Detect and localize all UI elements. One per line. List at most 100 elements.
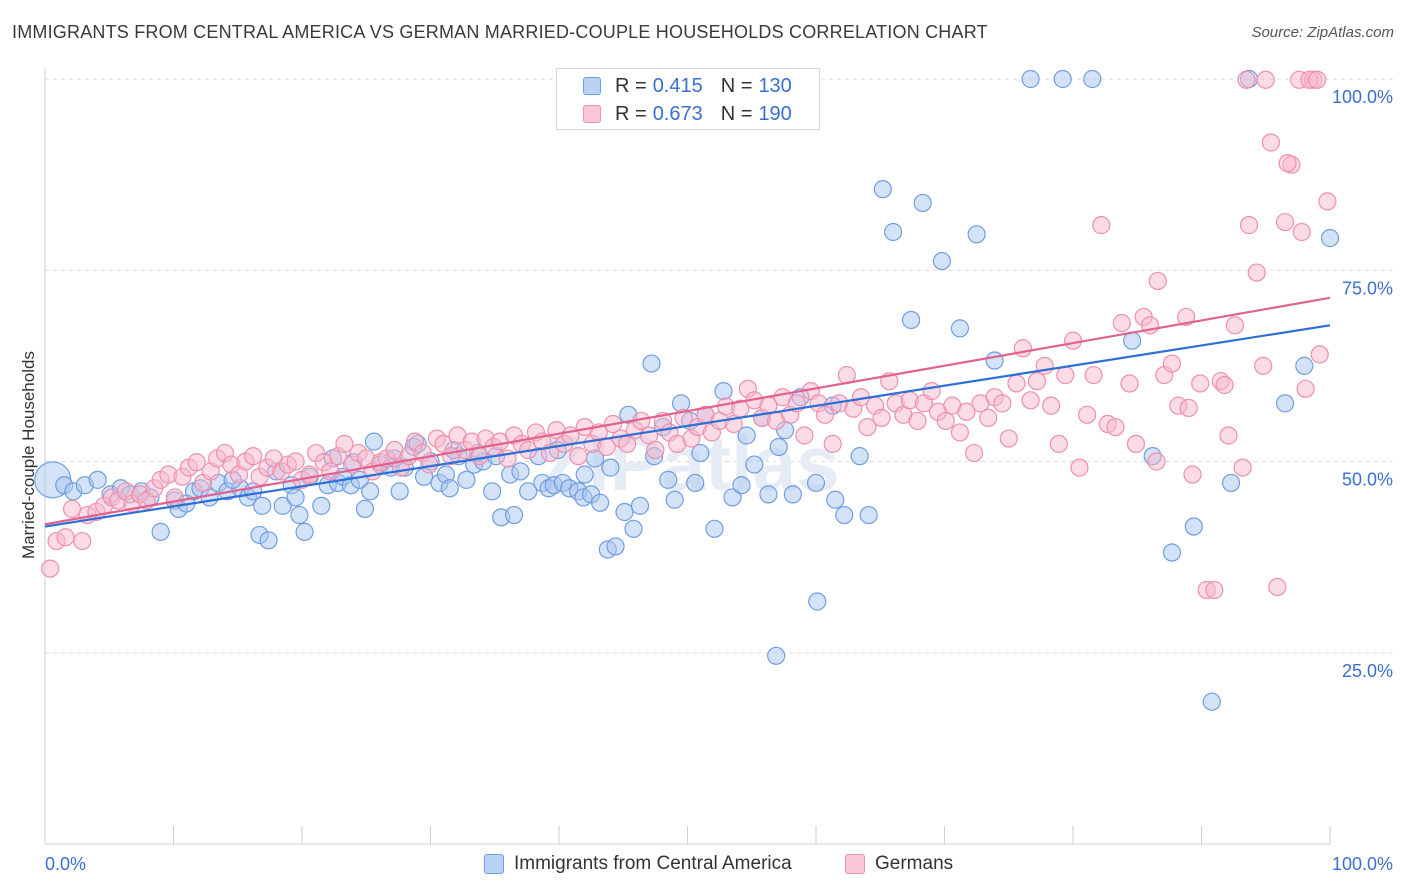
- pink-point-156: [1148, 271, 1167, 291]
- trend-lines: [44, 296, 1331, 528]
- pink-point-135: [999, 429, 1018, 448]
- blue-point-47: [440, 479, 459, 498]
- pink-point-128: [950, 423, 970, 442]
- grid-lines: [45, 78, 1395, 654]
- pink-point-134: [993, 394, 1012, 413]
- pink-point-106: [795, 426, 814, 445]
- pink-point-129: [957, 402, 976, 421]
- blue-point-122: [767, 646, 786, 665]
- pink-point-143: [1056, 365, 1075, 385]
- pink-point-3: [62, 499, 82, 519]
- legend-swatch-pink: [583, 105, 601, 123]
- pink-point-148: [1092, 216, 1111, 235]
- y-tick-label-2: 75.0%: [1342, 278, 1393, 298]
- blue-point-102: [883, 222, 903, 242]
- blue-point-87: [732, 476, 751, 495]
- pink-point-4: [73, 531, 92, 551]
- y-tick-labels: 25.0% 50.0% 75.0% 100.0%: [1332, 87, 1393, 681]
- pink-point-171: [1254, 356, 1273, 375]
- legend-row-pink: R = 0.673 N = 190: [583, 101, 792, 127]
- blue-point-120: [1295, 356, 1314, 375]
- pink-point-166: [1219, 426, 1238, 445]
- pink-point-147: [1084, 365, 1103, 385]
- blue-point-119: [1275, 394, 1295, 413]
- x-tick-labels: 0.0% 100.0%: [45, 854, 1393, 874]
- pink-point-182: [1292, 222, 1311, 242]
- pink-points: [41, 70, 1337, 600]
- blue-point-82: [691, 443, 710, 463]
- legend-n-label: N =: [720, 74, 753, 97]
- pink-point-177: [1296, 379, 1315, 398]
- blue-point-75: [642, 354, 661, 373]
- pink-point-124: [922, 382, 941, 401]
- chart-title: IMMIGRANTS FROM CENTRAL AMERICA VS GERMA…: [12, 22, 988, 42]
- pink-point-187: [1215, 375, 1234, 395]
- blue-point-57: [519, 482, 538, 501]
- pink-point-162: [1191, 374, 1210, 393]
- pink-point-144: [1063, 331, 1083, 350]
- pink-point-136: [1007, 374, 1026, 393]
- pink-point-151: [1112, 313, 1131, 333]
- pink-point-189: [1147, 452, 1166, 471]
- legend-swatch-blue: [583, 77, 601, 95]
- blue-point-73: [624, 519, 643, 538]
- bottom-legend-label-pink: Germans: [875, 853, 954, 874]
- pink-point-2: [56, 528, 75, 547]
- blue-point-22: [253, 496, 272, 515]
- blue-point-30: [312, 496, 331, 515]
- y-tick-label-1: 50.0%: [1342, 470, 1393, 490]
- blue-point-110: [1053, 69, 1072, 89]
- blue-point-106: [950, 319, 970, 338]
- x-tick-label-0: 0.0%: [45, 854, 86, 874]
- pink-point-122: [908, 411, 927, 431]
- pink-point-173: [1268, 577, 1287, 597]
- pink-point-170: [1247, 263, 1266, 282]
- bottom-legend-label-blue: Immigrants from Central America: [514, 853, 792, 874]
- pink-point-152: [1120, 374, 1139, 393]
- axes: [44, 68, 1331, 845]
- blue-point-89: [745, 455, 764, 474]
- blue-point-126: [601, 458, 620, 477]
- pink-point-139: [1027, 372, 1047, 391]
- blue-point-68: [591, 493, 610, 512]
- pink-point-109: [815, 405, 835, 424]
- y-tick-label-0: 25.0%: [1342, 661, 1393, 681]
- blue-point-117: [1221, 473, 1241, 493]
- blue-point-81: [686, 473, 705, 493]
- pink-point-181: [1278, 154, 1297, 173]
- source-label: Source: ZipAtlas.com: [1251, 24, 1394, 41]
- blue-point-111: [1083, 69, 1102, 89]
- blue-point-37: [361, 482, 380, 501]
- blue-point-94: [783, 485, 802, 504]
- bottom-legend-swatch-pink: [845, 854, 865, 874]
- blue-point-98: [835, 505, 854, 525]
- blue-point-129: [511, 462, 530, 481]
- blue-point-134: [364, 432, 384, 451]
- blue-point-107: [967, 225, 986, 244]
- blue-point-77: [659, 470, 678, 489]
- pink-point-39: [321, 462, 340, 481]
- pink-point-115: [858, 417, 877, 437]
- blue-point-96: [808, 592, 827, 611]
- pink-point-41: [335, 434, 354, 454]
- blue-point-86: [723, 488, 742, 507]
- pink-point-142: [1049, 434, 1068, 454]
- blue-point-74: [630, 496, 650, 515]
- blue-point-91: [759, 485, 778, 504]
- pink-point-34: [286, 452, 305, 471]
- blue-point-4: [88, 470, 107, 489]
- legend-r-value: 0.673: [652, 102, 703, 125]
- pink-point-161: [1183, 465, 1202, 484]
- legend-row-blue: R = 0.415 N = 130: [583, 73, 792, 99]
- pink-point-160: [1176, 307, 1196, 327]
- blue-point-101: [873, 180, 892, 199]
- blue-point-52: [483, 482, 502, 501]
- pink-point-132: [979, 408, 998, 427]
- pink-point-130: [964, 443, 984, 463]
- blue-point-78: [665, 490, 684, 509]
- pink-point-184: [1308, 70, 1327, 89]
- blue-point-10: [151, 522, 170, 541]
- blue-point-123: [806, 473, 826, 493]
- pink-point-141: [1042, 396, 1061, 415]
- legend-n-value: 130: [758, 74, 792, 97]
